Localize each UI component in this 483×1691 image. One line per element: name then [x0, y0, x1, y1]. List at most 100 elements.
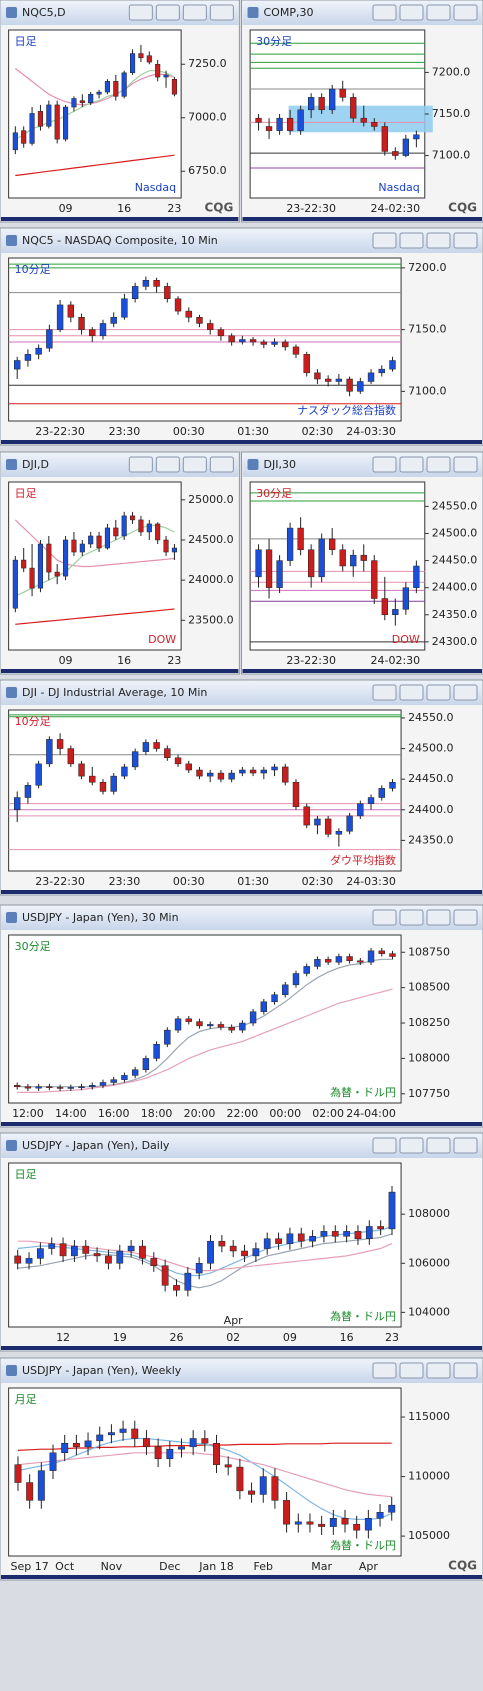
window-button[interactable] — [399, 684, 424, 701]
candle-body — [89, 775, 96, 783]
candle-body — [286, 1233, 294, 1244]
window-button[interactable] — [372, 232, 397, 249]
candle-body — [21, 130, 27, 144]
window-button[interactable] — [426, 456, 451, 473]
candle-body — [353, 1523, 361, 1531]
candle-body — [171, 547, 177, 553]
candle-body — [303, 966, 310, 974]
window-button[interactable] — [128, 4, 153, 21]
window-button[interactable] — [453, 684, 478, 701]
window-button[interactable] — [426, 909, 451, 926]
y-tick-label: 108000 — [408, 1051, 450, 1064]
y-tick-label: 24350.0 — [432, 608, 478, 621]
candle-body — [376, 1512, 384, 1519]
window-button[interactable] — [209, 4, 234, 21]
window-button[interactable] — [155, 4, 180, 21]
candle-body — [329, 88, 336, 111]
candle-body — [96, 535, 102, 549]
y-tick-label: 24300.0 — [432, 635, 478, 648]
candle-body — [346, 956, 353, 962]
window-button[interactable] — [128, 456, 153, 473]
candle-body — [207, 323, 214, 330]
candle-body — [314, 818, 321, 826]
candle-body — [79, 100, 85, 104]
window-button[interactable] — [426, 232, 451, 249]
window-button[interactable] — [426, 684, 451, 701]
x-tick-label: 16 — [117, 202, 131, 215]
y-tick-label: 108750 — [408, 945, 450, 958]
candle-body — [84, 1440, 92, 1448]
candle-body — [271, 1476, 279, 1501]
window-button[interactable] — [372, 456, 397, 473]
candle-body — [163, 74, 169, 78]
window-button[interactable] — [372, 4, 397, 21]
window-button[interactable] — [372, 1362, 397, 1379]
candle-body — [207, 1024, 214, 1027]
window-button[interactable] — [426, 1137, 451, 1154]
y-tick-label: 107750 — [408, 1087, 450, 1100]
candle-body — [146, 523, 152, 533]
candle-body — [88, 535, 94, 545]
candle-body — [276, 117, 283, 131]
candle-body — [154, 1446, 162, 1459]
y-tick-label: 7150.0 — [408, 323, 447, 336]
window-button[interactable] — [426, 1362, 451, 1379]
candle-body — [184, 1272, 192, 1291]
window-button[interactable] — [182, 456, 207, 473]
window-button[interactable] — [453, 1137, 478, 1154]
candle-body — [297, 1233, 305, 1242]
candle-body — [82, 1245, 90, 1254]
candle-body — [260, 1001, 268, 1012]
candle-body — [365, 1226, 373, 1239]
candle-body — [89, 1085, 96, 1087]
window-button[interactable] — [453, 909, 478, 926]
candle-body — [201, 1438, 209, 1444]
x-tick-label: 23-22:30 — [35, 875, 85, 888]
window-button[interactable] — [399, 456, 424, 473]
status-strip — [1, 1575, 482, 1579]
window-button[interactable] — [399, 1362, 424, 1379]
candle-body — [265, 126, 273, 131]
period-label: 10分足 — [15, 715, 51, 728]
candle-body — [139, 1245, 146, 1259]
candle-body — [110, 317, 117, 324]
window-button[interactable] — [372, 1137, 397, 1154]
window-button[interactable] — [399, 4, 424, 21]
candle-body — [116, 1250, 124, 1264]
candle-body — [249, 339, 257, 343]
window-button[interactable] — [453, 1362, 478, 1379]
window-button[interactable] — [155, 456, 180, 473]
candle-body — [297, 109, 304, 131]
window-button[interactable] — [182, 4, 207, 21]
candle-body — [228, 772, 235, 780]
moving-average — [17, 1225, 393, 1277]
y-tick-label: 24500.0 — [188, 533, 234, 546]
candle-body — [142, 279, 150, 287]
candle-body — [249, 769, 257, 774]
candle-body — [308, 97, 315, 111]
candle-body — [350, 97, 357, 119]
window-button[interactable] — [372, 909, 397, 926]
window-button[interactable] — [453, 4, 478, 21]
candle-body — [360, 117, 367, 123]
candle-body — [71, 539, 77, 553]
window-button[interactable] — [453, 232, 478, 249]
window-button[interactable] — [426, 4, 451, 21]
candle-body — [346, 378, 353, 392]
candle-body — [71, 98, 77, 108]
x-tick-label: 01:30 — [237, 875, 269, 888]
window-button[interactable] — [453, 456, 478, 473]
candle-body — [107, 1432, 115, 1436]
candle-body — [357, 960, 364, 963]
window-button[interactable] — [399, 1137, 424, 1154]
chart-title: USDJPY - Japan (Yen), 30 Min — [22, 911, 179, 924]
window-button[interactable] — [399, 232, 424, 249]
plot-area — [8, 709, 402, 872]
x-tick-label: 02:30 — [302, 875, 334, 888]
status-strip — [1, 217, 239, 221]
window-button[interactable] — [209, 456, 234, 473]
candle-body — [131, 1428, 139, 1439]
window-button[interactable] — [399, 909, 424, 926]
window-button[interactable] — [372, 684, 397, 701]
candle-body — [259, 1476, 267, 1495]
